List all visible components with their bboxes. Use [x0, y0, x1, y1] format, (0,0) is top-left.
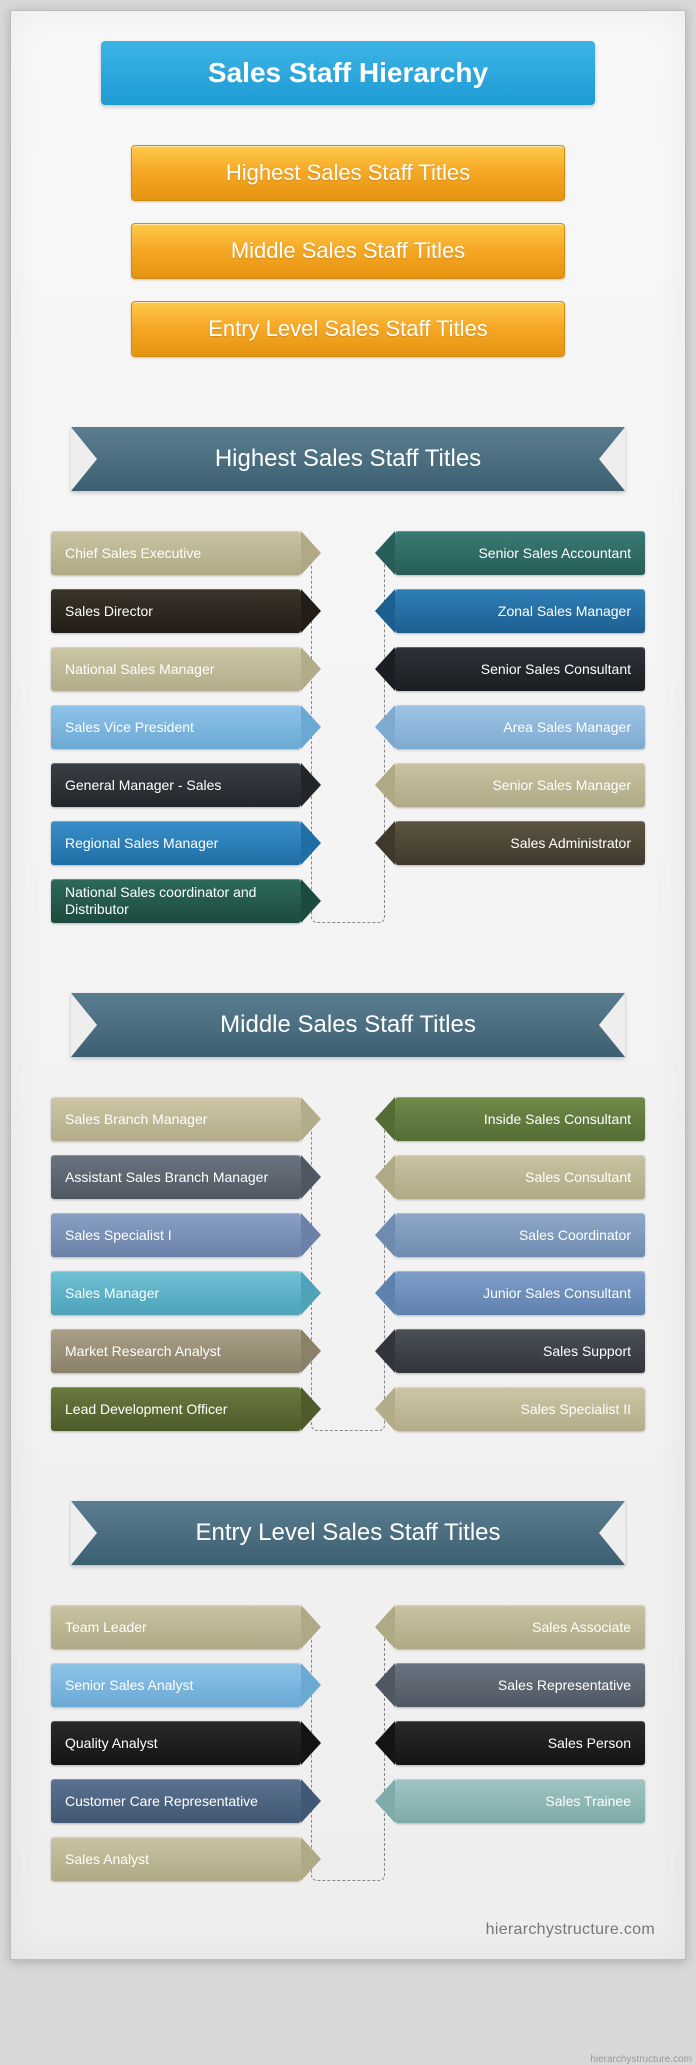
column-right: Inside Sales Consultant Sales Consultant S… — [378, 1097, 645, 1431]
title-arrow: Sales Manager — [51, 1271, 301, 1315]
title-label: Sales Manager — [51, 1285, 173, 1302]
title-arrow: Sales Trainee — [395, 1779, 645, 1823]
title-label: Sales Branch Manager — [51, 1111, 221, 1128]
title-arrow: Sales Administrator — [395, 821, 645, 865]
title-arrow: Inside Sales Consultant — [395, 1097, 645, 1141]
connector-line — [311, 1119, 385, 1431]
title-label: Sales Consultant — [511, 1169, 645, 1186]
title-arrow: Sales Analyst — [51, 1837, 301, 1881]
title-label: Team Leader — [51, 1619, 161, 1636]
title-label: Zonal Sales Manager — [484, 603, 645, 620]
section-columns: Sales Branch Manager Assistant Sales Bran… — [41, 1097, 655, 1431]
page-title: Sales Staff Hierarchy — [101, 41, 595, 105]
title-label: Sales Coordinator — [505, 1227, 645, 1244]
title-label: Inside Sales Consultant — [470, 1111, 645, 1128]
title-arrow: Sales Director — [51, 589, 301, 633]
title-label: Customer Care Representative — [51, 1793, 272, 1810]
title-label: Quality Analyst — [51, 1735, 172, 1752]
title-label: Sales Analyst — [51, 1851, 163, 1868]
title-arrow: Customer Care Representative — [51, 1779, 301, 1823]
title-arrow: Junior Sales Consultant — [395, 1271, 645, 1315]
title-arrow: Sales Support — [395, 1329, 645, 1373]
title-label: Chief Sales Executive — [51, 545, 215, 562]
title-label: Sales Director — [51, 603, 167, 620]
connector-line — [311, 553, 385, 923]
title-label: Sales Administrator — [496, 835, 645, 852]
title-arrow: National Sales coordinator and Distribut… — [51, 879, 301, 923]
legend-item: Middle Sales Staff Titles — [131, 223, 565, 279]
title-label: Senior Sales Accountant — [464, 545, 645, 562]
title-arrow: Senior Sales Manager — [395, 763, 645, 807]
title-label: Sales Representative — [484, 1677, 645, 1694]
title-arrow: Area Sales Manager — [395, 705, 645, 749]
title-label: Senior Sales Consultant — [467, 661, 645, 678]
title-arrow: Sales Consultant — [395, 1155, 645, 1199]
title-label: Sales Vice President — [51, 719, 208, 736]
section-header-ribbon: Middle Sales Staff Titles — [71, 993, 625, 1057]
title-arrow: National Sales Manager — [51, 647, 301, 691]
section-columns: Team Leader Senior Sales Analyst Quality A… — [41, 1605, 655, 1881]
title-label: National Sales coordinator and Distribut… — [51, 884, 301, 918]
infographic-page: Sales Staff Hierarchy Highest Sales Staf… — [10, 10, 686, 1960]
column-left: Team Leader Senior Sales Analyst Quality A… — [51, 1605, 318, 1881]
title-label: Sales Trainee — [531, 1793, 645, 1810]
title-arrow: Sales Specialist I — [51, 1213, 301, 1257]
title-label: Lead Development Officer — [51, 1401, 241, 1418]
column-right: Sales Associate Sales Representative Sales… — [378, 1605, 645, 1881]
column-left: Sales Branch Manager Assistant Sales Bran… — [51, 1097, 318, 1431]
title-arrow: Senior Sales Consultant — [395, 647, 645, 691]
column-right: Senior Sales Accountant Zonal Sales Manag… — [378, 531, 645, 923]
title-label: Sales Support — [529, 1343, 645, 1360]
title-label: Assistant Sales Branch Manager — [51, 1169, 282, 1186]
title-arrow: Senior Sales Accountant — [395, 531, 645, 575]
title-arrow: Lead Development Officer — [51, 1387, 301, 1431]
sub-footer-credit: hierarchystructure.com — [590, 2054, 692, 2065]
title-arrow: Sales Representative — [395, 1663, 645, 1707]
title-label: Junior Sales Consultant — [469, 1285, 645, 1302]
title-arrow: Market Research Analyst — [51, 1329, 301, 1373]
title-arrow: Sales Person — [395, 1721, 645, 1765]
title-label: Sales Person — [534, 1735, 645, 1752]
title-arrow: Zonal Sales Manager — [395, 589, 645, 633]
legend-item: Entry Level Sales Staff Titles — [131, 301, 565, 357]
title-arrow: Sales Associate — [395, 1605, 645, 1649]
title-label: Area Sales Manager — [489, 719, 645, 736]
section-header-ribbon: Highest Sales Staff Titles — [71, 427, 625, 491]
title-arrow: General Manager - Sales — [51, 763, 301, 807]
legend-group: Highest Sales Staff Titles Middle Sales S… — [41, 145, 655, 357]
title-label: Market Research Analyst — [51, 1343, 235, 1360]
title-label: Senior Sales Analyst — [51, 1677, 207, 1694]
title-label: Senior Sales Manager — [478, 777, 645, 794]
title-label: Sales Specialist II — [507, 1401, 646, 1418]
hierarchy-section: Entry Level Sales Staff Titles Team Leade… — [41, 1501, 655, 1881]
hierarchy-section: Highest Sales Staff Titles Chief Sales Ex… — [41, 427, 655, 923]
title-arrow: Sales Specialist II — [395, 1387, 645, 1431]
title-label: Regional Sales Manager — [51, 835, 232, 852]
title-label: National Sales Manager — [51, 661, 228, 678]
title-arrow: Quality Analyst — [51, 1721, 301, 1765]
title-label: Sales Specialist I — [51, 1227, 186, 1244]
title-arrow: Chief Sales Executive — [51, 531, 301, 575]
title-label: General Manager - Sales — [51, 777, 235, 794]
section-columns: Chief Sales Executive Sales Director Natio… — [41, 531, 655, 923]
title-label: Sales Associate — [518, 1619, 645, 1636]
section-header-ribbon: Entry Level Sales Staff Titles — [71, 1501, 625, 1565]
connector-line — [311, 1627, 385, 1881]
title-arrow: Senior Sales Analyst — [51, 1663, 301, 1707]
legend-item: Highest Sales Staff Titles — [131, 145, 565, 201]
footer-credit: hierarchystructure.com — [41, 1921, 655, 1939]
title-arrow: Assistant Sales Branch Manager — [51, 1155, 301, 1199]
title-arrow: Sales Coordinator — [395, 1213, 645, 1257]
title-arrow: Sales Branch Manager — [51, 1097, 301, 1141]
hierarchy-section: Middle Sales Staff Titles Sales Branch Ma… — [41, 993, 655, 1431]
title-arrow: Team Leader — [51, 1605, 301, 1649]
title-arrow: Sales Vice President — [51, 705, 301, 749]
column-left: Chief Sales Executive Sales Director Natio… — [51, 531, 318, 923]
title-arrow: Regional Sales Manager — [51, 821, 301, 865]
